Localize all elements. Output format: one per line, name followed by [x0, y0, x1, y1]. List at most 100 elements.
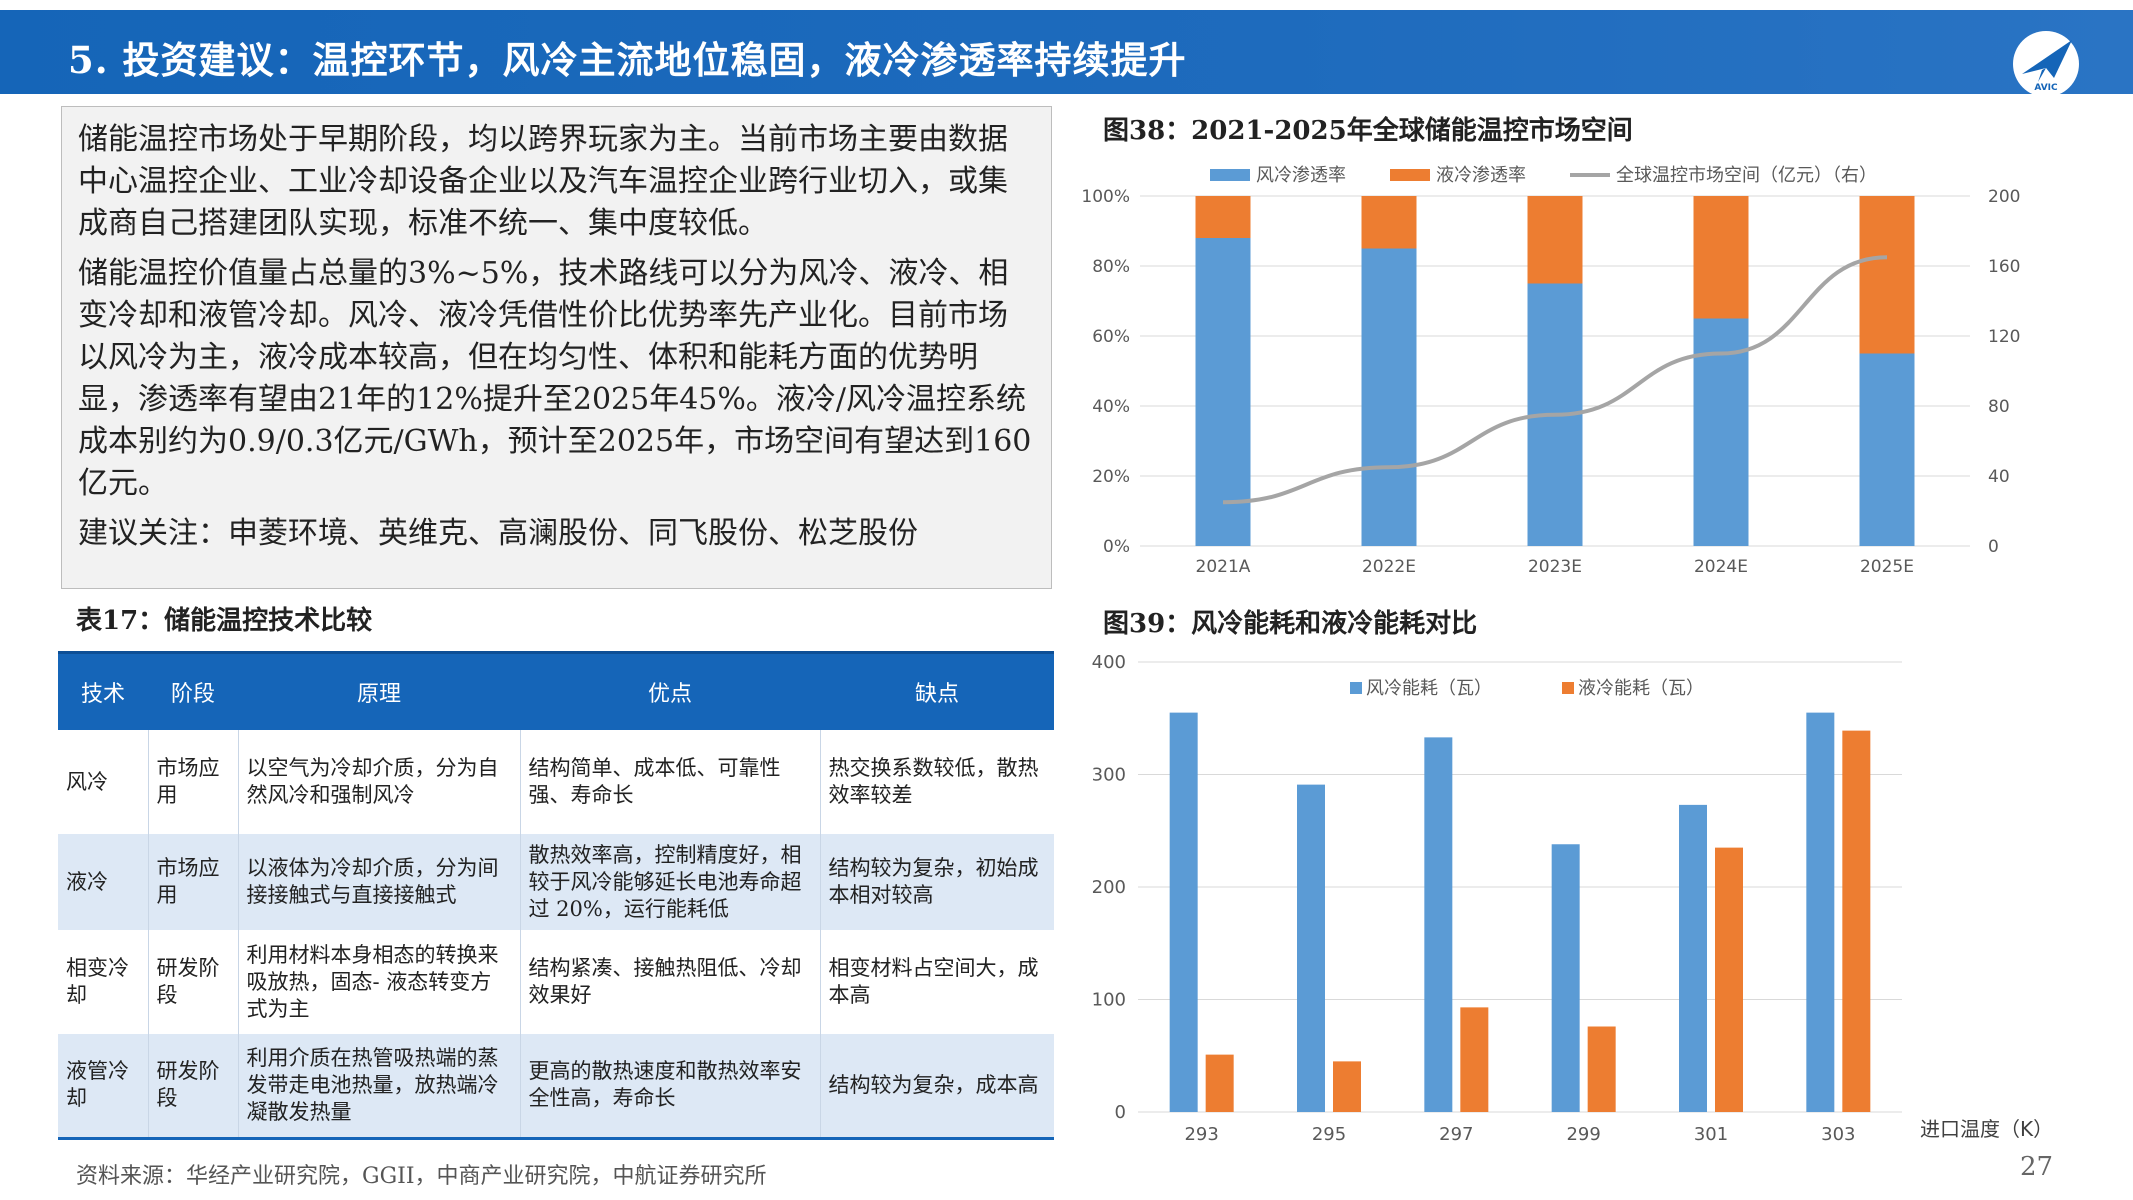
- x-axis-label: 进口温度（K）: [1920, 1117, 2053, 1141]
- table-row: 液管冷却 研发阶段 利用介质在热管吸热端的蒸发带走电池热量，放热端冷凝散发热量 …: [58, 1034, 1054, 1140]
- legend-label: 全球温控市场空间（亿元）（右）: [1616, 165, 1877, 186]
- legend-label: 风冷能耗（瓦）: [1366, 678, 1492, 699]
- col-header: 优点: [520, 651, 820, 730]
- bar: [1297, 784, 1325, 1112]
- y-tick-label: 0%: [1103, 537, 1130, 557]
- avic-plane-icon: AVIC: [2013, 31, 2079, 97]
- table-row: 风冷 市场应用 以空气为冷却介质，分为自然风冷和强制风冷 结构简单、成本低、可靠…: [58, 730, 1054, 834]
- bar: [1842, 730, 1871, 1112]
- table-cell: 结构较为复杂，初始成本相对较高: [820, 834, 1054, 930]
- bar: [1715, 847, 1743, 1112]
- table-cell: 利用材料本身相态的转换来吸放热，固态- 液态转变方式为主: [238, 930, 521, 1034]
- legend-label: 液冷渗透率: [1436, 165, 1526, 186]
- y2-tick-label: 160: [1988, 257, 2020, 277]
- table-cell: 结构紧凑、接触热阻低、冷却效果好: [520, 930, 821, 1034]
- y2-tick-label: 0: [1988, 537, 1999, 557]
- page-number: 27: [2020, 1152, 2054, 1182]
- table-row: 相变冷却 研发阶段 利用材料本身相态的转换来吸放热，固态- 液态转变方式为主 结…: [58, 930, 1054, 1034]
- logo-text: AVIC: [2034, 83, 2058, 93]
- summary-paragraph-1: 储能温控市场处于早期阶段，均以跨界玩家为主。当前市场主要由数据中心温控企业、工业…: [78, 122, 1008, 241]
- bar: [1587, 1026, 1616, 1112]
- table-row: 液冷 市场应用 以液体为冷却介质，分为间接接触式与直接接触式 散热效率高，控制精…: [58, 834, 1054, 930]
- legend-swatch: [1562, 682, 1574, 694]
- page-title: 5. 投资建议：温控环节，风冷主流地位稳固，液冷渗透率持续提升: [68, 38, 1187, 82]
- table-cell: 以空气为冷却介质，分为自然风冷和强制风冷: [238, 730, 521, 834]
- bar: [1195, 238, 1251, 546]
- table-cell: 更高的散热速度和散热效率安全性高，寿命长: [520, 1034, 821, 1140]
- table-cell: 利用介质在热管吸热端的蒸发带走电池热量，放热端冷凝散发热量: [238, 1034, 521, 1140]
- table-title: 表17：储能温控技术比较: [76, 606, 373, 636]
- summary-paragraph-2: 储能温控价值量占总量的3%~5%，技术路线可以分为风冷、液冷、相变冷却和液管冷却…: [78, 256, 1032, 501]
- col-header: 技术: [58, 651, 148, 730]
- y-tick-label: 400: [1092, 652, 1126, 673]
- bar: [1333, 1061, 1361, 1112]
- y2-tick-label: 200: [1988, 187, 2020, 207]
- y-tick-label: 60%: [1092, 327, 1130, 347]
- source-note: 资料来源：华经产业研究院，GGII，中商产业研究院，中航证券研究所: [76, 1164, 767, 1189]
- table-cell: 市场应用: [148, 730, 239, 834]
- table-cell: 研发阶段: [148, 1034, 239, 1140]
- y-tick-label: 200: [1092, 877, 1126, 898]
- table-cell: 散热效率高，控制精度好，相较于风冷能够延长电池寿命超过 20%，运行能耗低: [520, 834, 821, 930]
- table-cell: 液冷: [58, 834, 149, 930]
- bar: [1806, 712, 1835, 1112]
- x-tick-label: 2022E: [1362, 557, 1416, 577]
- header-bar: 5. 投资建议：温控环节，风冷主流地位稳固，液冷渗透率持续提升 AVIC: [0, 10, 2133, 97]
- table-cell: 研发阶段: [148, 930, 239, 1034]
- table-cell: 热交换系数较低，散热效率较差: [820, 730, 1054, 834]
- chart2-title: 图39：风冷能耗和液冷能耗对比: [1103, 609, 1478, 639]
- bar: [1460, 1007, 1489, 1112]
- y-tick-label: 100: [1092, 990, 1126, 1011]
- col-header: 阶段: [148, 651, 238, 730]
- col-header: 缺点: [820, 651, 1054, 730]
- legend-swatch: [1350, 682, 1362, 694]
- chart1-title: 图38：2021-2025年全球储能温控市场空间: [1103, 116, 1633, 146]
- x-tick-label: 2021A: [1196, 557, 1251, 577]
- summary-recommendation: 建议关注：申菱环境、英维克、高澜股份、同飞股份、松芝股份: [78, 516, 918, 551]
- y2-tick-label: 80: [1988, 397, 2010, 417]
- col-header: 原理: [238, 651, 520, 730]
- x-tick-label: 295: [1312, 1124, 1346, 1145]
- table-cell: 结构简单、成本低、可靠性强、寿命长: [520, 730, 821, 834]
- y-tick-label: 100%: [1081, 187, 1130, 207]
- legend-label: 液冷能耗（瓦）: [1578, 678, 1704, 699]
- x-tick-label: 2025E: [1860, 557, 1914, 577]
- x-tick-label: 299: [1566, 1124, 1600, 1145]
- energy-consumption-chart: 0 100 200 300 400 293 295 297 299 301 303 进口温度（K） 风冷…: [1092, 652, 2053, 1145]
- bar: [1361, 248, 1417, 546]
- bar: [1361, 196, 1417, 249]
- x-tick-label: 301: [1694, 1124, 1728, 1145]
- y-tick-label: 300: [1092, 765, 1126, 786]
- bar: [1527, 196, 1583, 284]
- y-tick-label: 0: [1115, 1102, 1126, 1123]
- bar: [1424, 737, 1453, 1112]
- x-tick-label: 293: [1184, 1124, 1218, 1145]
- x-tick-label: 2024E: [1694, 557, 1748, 577]
- bar: [1169, 712, 1198, 1112]
- table-cell: 相变材料占空间大，成本高: [820, 930, 1054, 1034]
- y2-tick-label: 40: [1988, 467, 2010, 487]
- table-cell: 相变冷却: [58, 930, 149, 1034]
- y2-tick-label: 120: [1988, 327, 2020, 347]
- bar: [1679, 804, 1707, 1112]
- series-line: [1222, 255, 1888, 505]
- legend-swatch: [1210, 169, 1250, 181]
- table-cell: 液管冷却: [58, 1034, 149, 1140]
- market-space-chart: 0% 20% 40% 60% 80% 100% 0 40 80 120 160 200 2021A 202…: [1081, 165, 2020, 577]
- table-cell: 以液体为冷却介质，分为间接接触式与直接接触式: [238, 834, 521, 930]
- x-tick-label: 303: [1821, 1124, 1855, 1145]
- x-tick-label: 2023E: [1528, 557, 1582, 577]
- bar: [1195, 196, 1251, 238]
- tech-comparison-table: 技术 阶段 原理 优点 缺点 风冷 市场应用 以空气为冷却介质，分为自然风冷和强…: [58, 651, 1054, 1140]
- bar: [1859, 196, 1915, 354]
- bar: [1693, 196, 1749, 319]
- bar: [1551, 844, 1580, 1112]
- y-tick-label: 40%: [1092, 397, 1130, 417]
- bar: [1205, 1054, 1234, 1112]
- table-cell: 风冷: [58, 730, 149, 834]
- summary-box: 储能温控市场处于早期阶段，均以跨界玩家为主。当前市场主要由数据中心温控企业、工业…: [61, 106, 1052, 589]
- legend-label: 风冷渗透率: [1256, 165, 1346, 186]
- y-tick-label: 80%: [1092, 257, 1130, 277]
- table-cell: 结构较为复杂，成本高: [820, 1034, 1054, 1140]
- bar: [1859, 353, 1915, 546]
